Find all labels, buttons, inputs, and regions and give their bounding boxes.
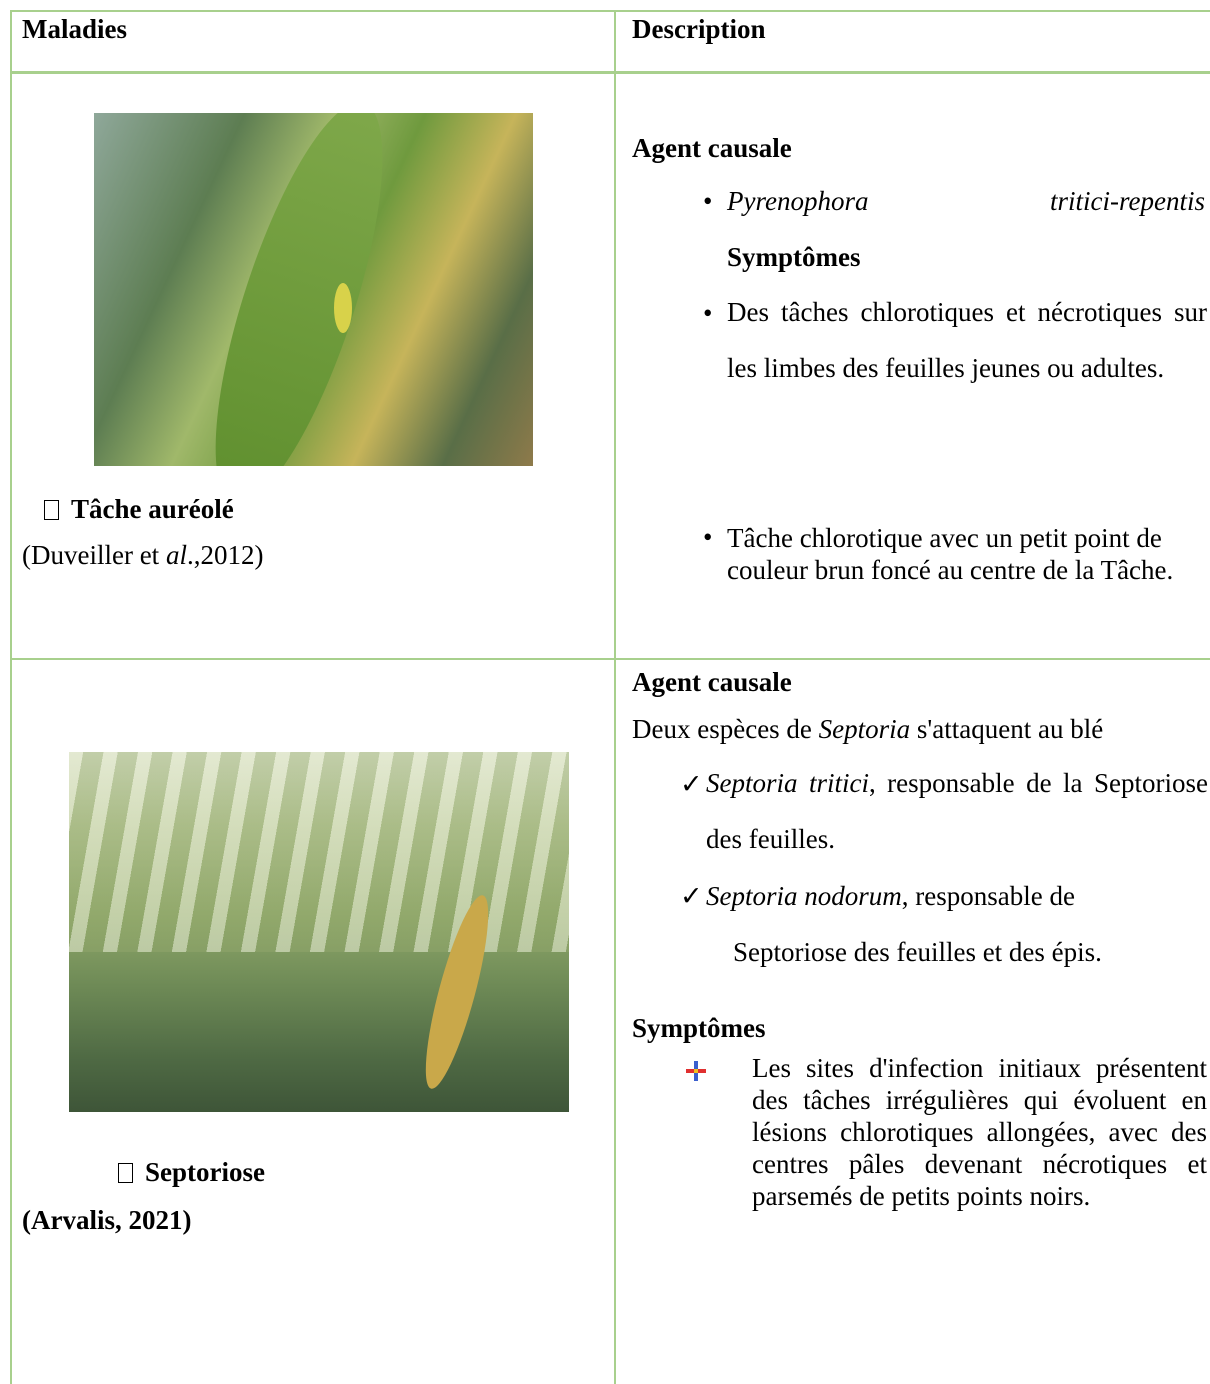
leaf — [181, 113, 417, 466]
species-continuation: Septoriose des feuilles et des épis. — [733, 937, 1102, 967]
text: Septoriose — [145, 1157, 265, 1187]
symptom: Des tâches chlorotiques et nécrotiques s… — [727, 297, 1207, 383]
source: (Duveiller et al.,2012) — [22, 540, 263, 571]
species: Septoria tritici, responsable de la Sept… — [706, 755, 1208, 867]
marker — [118, 1163, 133, 1183]
border — [10, 658, 1210, 660]
photo — [94, 113, 533, 466]
symptom: Les sites d'infection initiaux présenten… — [752, 1053, 1207, 1211]
disease-name: Septoriose — [118, 1157, 265, 1188]
source: (Arvalis, 2021) — [22, 1205, 192, 1235]
heading: Agent causale — [632, 667, 792, 697]
text: Septoria nodorum — [706, 881, 902, 911]
text: al — [165, 540, 187, 570]
heading: Agent causale — [632, 133, 792, 163]
bullet: • — [703, 298, 713, 328]
text: Septoria — [818, 714, 911, 744]
text: (Duveiller et — [22, 540, 166, 570]
ears — [69, 752, 569, 952]
text: Deux espèces de — [632, 714, 819, 744]
symptom: Tâche chlorotique avec un petit point de… — [727, 523, 1174, 585]
border — [10, 10, 1210, 12]
heading: Symptômes — [632, 1013, 766, 1043]
text: , responsable de — [901, 881, 1075, 911]
spot — [334, 283, 352, 333]
text: Tâche auréolé — [71, 494, 234, 524]
bullet: • — [703, 186, 713, 216]
disease-name: Tâche auréolé — [44, 494, 234, 525]
border — [614, 10, 616, 1384]
agent: Pyrenophora tritici-repentis — [727, 186, 1205, 217]
marker — [44, 500, 59, 520]
photo — [69, 752, 569, 1112]
text: , responsable de la Septoriose des feuil… — [706, 768, 1208, 854]
check: ✓ — [680, 881, 703, 911]
border — [10, 71, 1210, 74]
text: .,2012) — [186, 540, 264, 570]
check: ✓ — [680, 769, 703, 799]
species: Septoria nodorum, responsable de — [706, 881, 1075, 912]
heading: Symptômes — [727, 242, 861, 272]
text: tritici-repentis — [1050, 186, 1205, 216]
plus-icon — [686, 1061, 706, 1081]
header: Maladies — [22, 14, 127, 44]
border — [10, 10, 12, 1384]
text: Septoria tritici — [706, 768, 869, 798]
bullet: • — [703, 522, 713, 552]
text: Pyrenophora — [727, 186, 869, 216]
header: Description — [632, 14, 766, 44]
intro: Deux espèces de Septoria s'attaquent au … — [632, 714, 1103, 745]
text: s'attaquent au blé — [910, 714, 1104, 744]
